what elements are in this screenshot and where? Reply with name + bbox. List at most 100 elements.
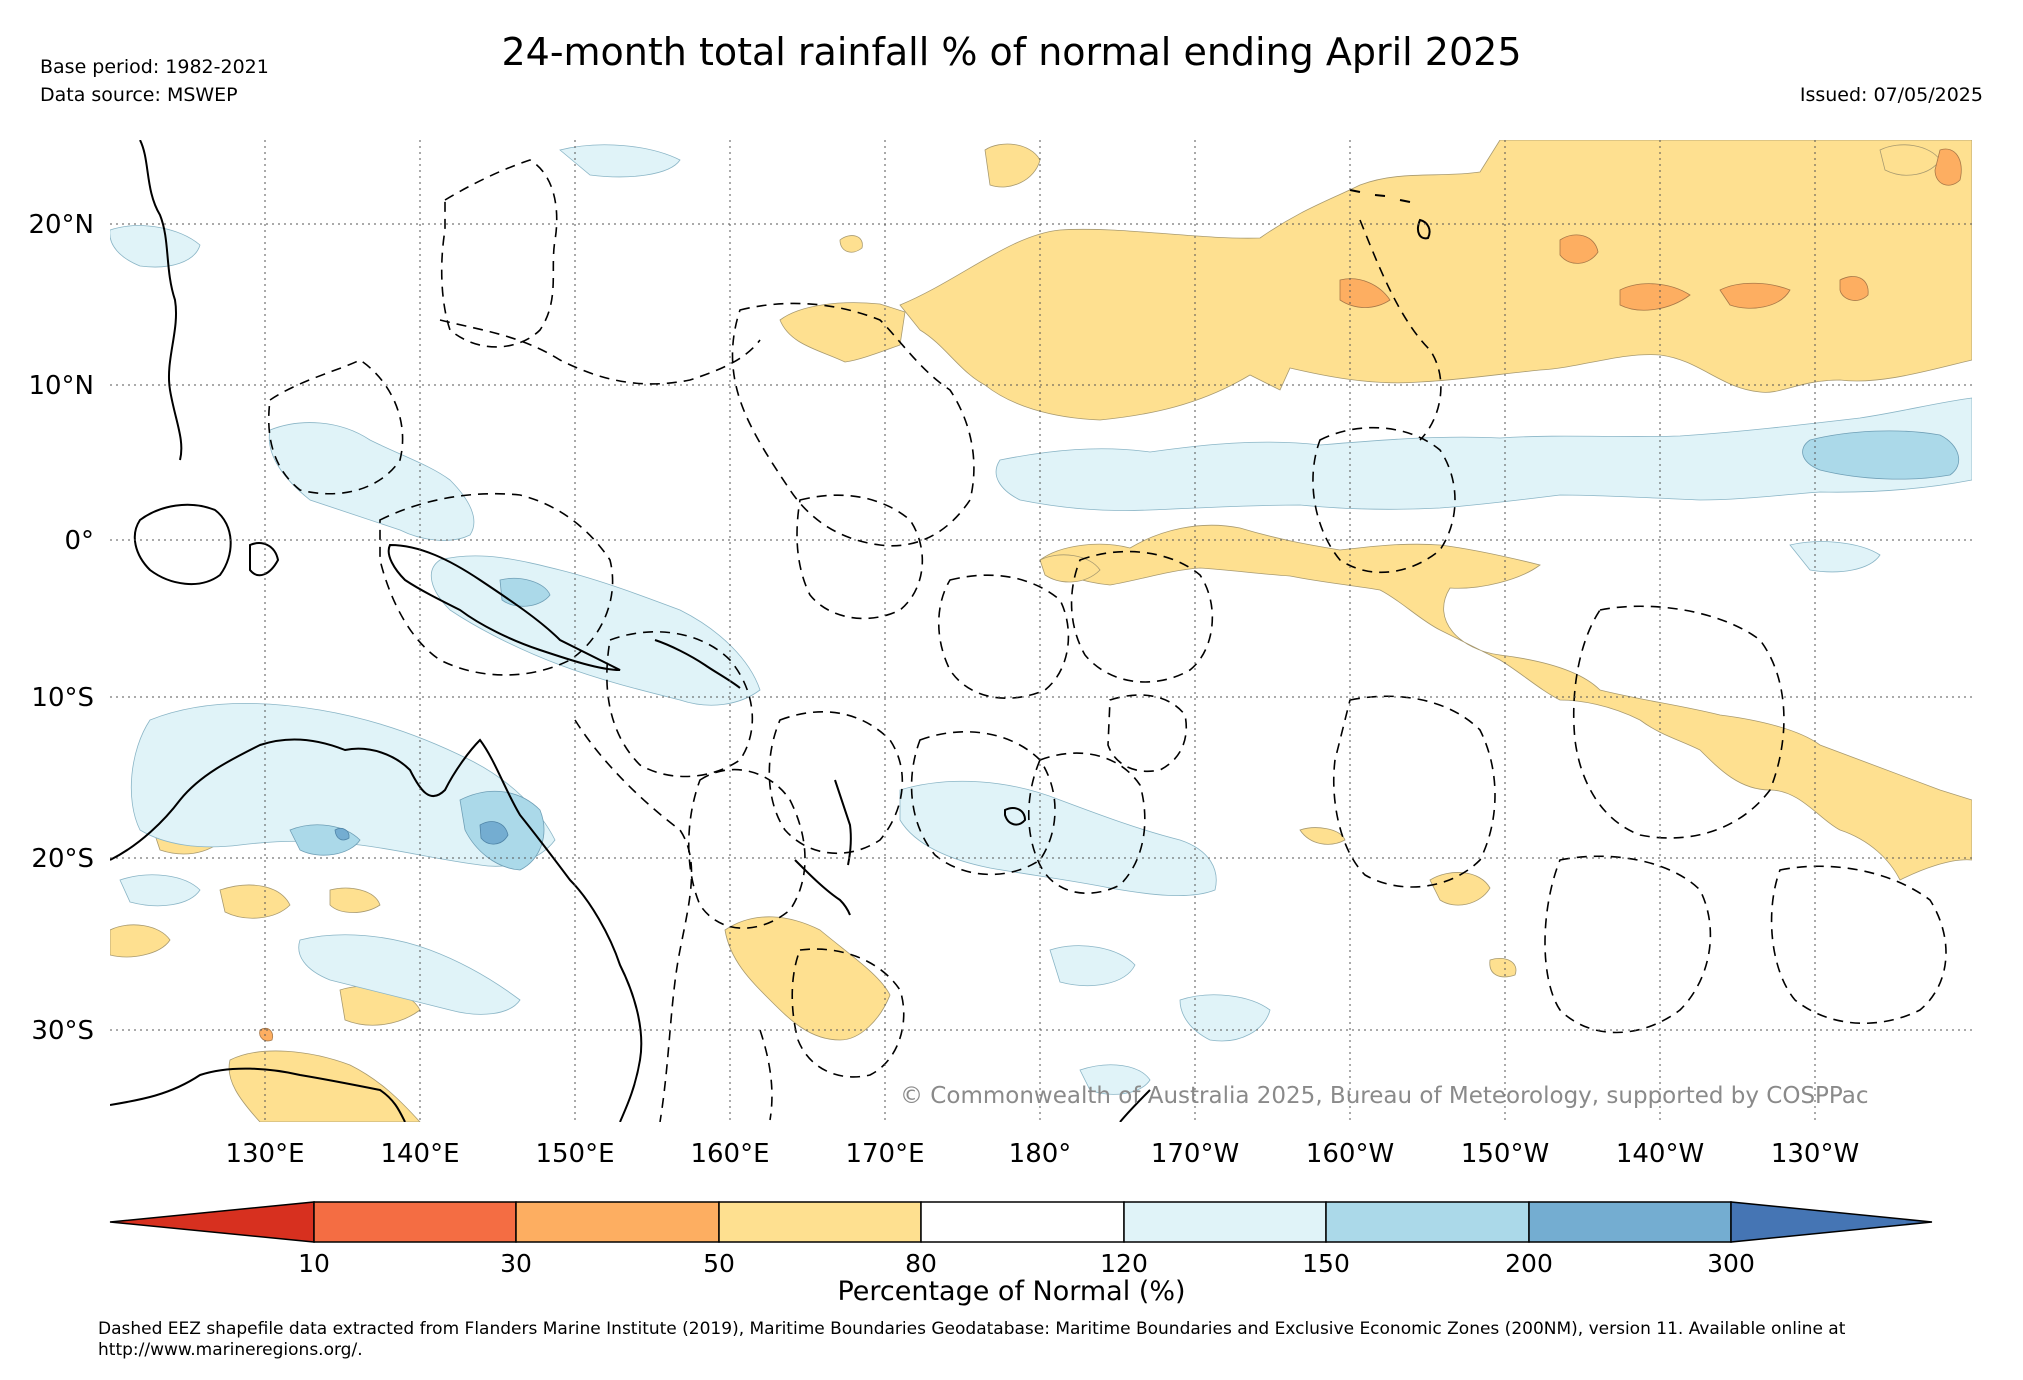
- colorbar-swatch-50-80: [718, 1201, 922, 1243]
- lon-label-180: 180°: [1009, 1139, 1072, 1169]
- eez-tonga: [1028, 752, 1146, 894]
- colorbar-tick-200: 200: [1505, 1249, 1553, 1278]
- lon-label-140e: 140°E: [380, 1139, 459, 1169]
- new-guinea-coastline: [387, 543, 621, 671]
- colorbar-swatch-10-30: [313, 1201, 517, 1243]
- base-period-label: Base period: 1982-2021: [40, 56, 269, 78]
- graticule: [110, 140, 1972, 1122]
- western-pacific-wet: [268, 422, 475, 541]
- lat-label-0: 0°: [64, 526, 94, 556]
- eez-kiribati-line: [1312, 426, 1456, 574]
- lat-label-20s: 20°S: [31, 844, 94, 874]
- australia-wet-north: [130, 703, 556, 867]
- eez-vanuatu: [768, 711, 904, 855]
- eez-new-caledonia: [687, 768, 806, 929]
- colorbar: [109, 1201, 1933, 1243]
- page-title: 24-month total rainfall % of normal endi…: [501, 30, 1522, 74]
- tasman-wet: [1049, 945, 1136, 987]
- eez-samoa: [1107, 694, 1187, 772]
- eez-guam: [439, 319, 761, 385]
- eez-pitcairn: [1770, 865, 1947, 1025]
- hawaii-coastline: [1349, 189, 1431, 240]
- itcz-wet-band: [995, 397, 1972, 511]
- north-pacific-patch-3: [1719, 282, 1791, 309]
- longitude-labels: 130°E 140°E 150°E 160°E 170°E 180° 170°W…: [225, 1139, 1859, 1169]
- lat-label-30s: 30°S: [31, 1016, 94, 1046]
- queensland-wet-peak: [479, 821, 509, 845]
- west-australia-patch-1: [110, 924, 171, 958]
- vanuatu-coastline: [834, 779, 852, 866]
- philippines-wet: [110, 225, 201, 268]
- rainfall-30-50-regions: [259, 148, 1962, 1042]
- lat-label-10n: 10°N: [28, 371, 94, 401]
- coastlines: [110, 140, 1431, 1122]
- eez-kiribati-phoenix: [1070, 550, 1214, 683]
- australia-west-wet: [119, 874, 201, 907]
- eez-png: [379, 492, 614, 676]
- colorbar-extend-low: [109, 1201, 315, 1243]
- colorbar-title: Percentage of Normal (%): [837, 1276, 1186, 1307]
- australia-coastline: [110, 738, 643, 1122]
- melanesia-wet-core: [499, 578, 551, 607]
- colorbar-swatch-200-300: [1528, 1201, 1732, 1243]
- eez-boundaries: [267, 159, 1947, 1122]
- eez-palau: [267, 359, 404, 495]
- colorbar-tick-300: 300: [1707, 1249, 1755, 1278]
- equatorial-west-patch: [1039, 554, 1101, 583]
- eez-solomon: [606, 631, 754, 778]
- lat-label-10s: 10°S: [31, 683, 94, 713]
- lon-label-170w: 170°W: [1151, 1139, 1239, 1169]
- footer-note: Dashed EEZ shapefile data extracted from…: [98, 1319, 1846, 1360]
- sulawesi-coastline: [249, 542, 280, 577]
- australia-north-wet-peak: [334, 828, 350, 841]
- southwest-pacific-wet: [899, 780, 1217, 896]
- lat-label-20n: 20°N: [28, 210, 94, 240]
- eez-kermadec: [791, 948, 905, 1078]
- colorbar-extend-high: [1730, 1201, 1933, 1243]
- southeast-pacific-patch: [1429, 872, 1491, 906]
- map-plot-area: © Commonwealth of Australia 2025, Bureau…: [110, 140, 1972, 1122]
- lon-label-170e: 170°E: [845, 1139, 924, 1169]
- marshall-small-patch: [839, 235, 863, 253]
- north-pacific-patch-1: [1559, 234, 1599, 264]
- colorbar-swatch-30-50: [515, 1201, 720, 1243]
- micronesia-wet: [559, 144, 681, 178]
- eez-marshall: [731, 302, 975, 547]
- colorbar-ticks: 10 30 50 80 120 150 200 300: [298, 1249, 1755, 1278]
- south-australia-strong: [259, 1027, 274, 1042]
- colorbar-tick-80: 80: [905, 1249, 937, 1278]
- lon-label-150e: 150°E: [535, 1139, 614, 1169]
- north-pacific-patch-5: [1339, 278, 1391, 308]
- lon-label-130e: 130°E: [225, 1139, 304, 1169]
- equatorial-dry-band: [1039, 524, 1972, 881]
- new-zealand-coastline: [1119, 1089, 1151, 1122]
- rainfall-200-300-regions: [334, 821, 509, 845]
- colorbar-tick-30: 30: [500, 1249, 532, 1278]
- north-pacific-dry-band: [899, 140, 1972, 421]
- northeast-corner-strong: [1934, 148, 1962, 186]
- eez-norfolk: [759, 1029, 773, 1121]
- lon-label-150w: 150°W: [1461, 1139, 1549, 1169]
- latitude-labels: 20°N 10°N 0° 10°S 20°S 30°S: [28, 210, 94, 1046]
- southeast-pacific-small: [1489, 958, 1517, 978]
- philippines-coastline: [139, 140, 183, 461]
- colorbar-tick-120: 120: [1100, 1249, 1148, 1278]
- eez-micronesia: [440, 159, 558, 348]
- colorbar-swatch-150-200: [1325, 1201, 1530, 1243]
- eez-cook-islands: [1332, 695, 1496, 888]
- colorbar-tick-50: 50: [703, 1249, 735, 1278]
- eez-french-polynesia-south: [1544, 855, 1712, 1034]
- colorbar-tick-10: 10: [298, 1249, 330, 1278]
- new-caledonia-south-patch: [724, 916, 891, 1041]
- eez-australia-east: [574, 719, 693, 1122]
- copyright-text: © Commonwealth of Australia 2025, Bureau…: [900, 1083, 1869, 1109]
- lon-label-130w: 130°W: [1771, 1139, 1859, 1169]
- australia-dry-patch-5: [329, 887, 381, 913]
- lon-label-160w: 160°W: [1306, 1139, 1394, 1169]
- eez-french-polynesia: [1572, 605, 1785, 839]
- new-caledonia-coastline: [794, 859, 851, 916]
- australia-inland-wet: [298, 934, 521, 1015]
- north-pacific-patch-2: [1619, 283, 1691, 311]
- marshall-islands-patch: [984, 143, 1041, 188]
